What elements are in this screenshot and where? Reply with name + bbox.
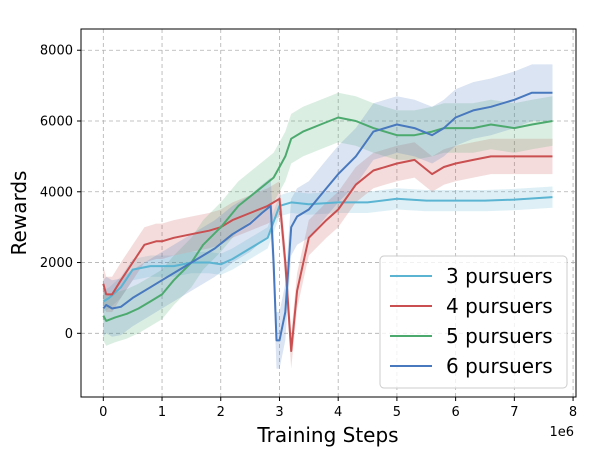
series-line (102, 155, 553, 352)
legend-label: 3 pursuers (446, 264, 553, 288)
confidence-band (103, 64, 553, 369)
y-tick-label: 4000 (40, 185, 73, 200)
x-tick-label: 1 (158, 405, 166, 420)
y-axis-label: Rewards (7, 171, 31, 256)
series-lines (102, 91, 553, 352)
x-tick-label: 7 (510, 405, 518, 420)
confidence-band (103, 92, 553, 346)
x-tick-label: 8 (569, 405, 577, 420)
x-tick-label: 3 (275, 405, 283, 420)
x-tick-label: 2 (217, 405, 225, 420)
y-tick-label: 6000 (40, 115, 73, 130)
x-scale-label: 1e6 (549, 425, 574, 440)
x-tick-label: 0 (99, 405, 107, 420)
x-tick-label: 5 (393, 405, 401, 420)
legend-label: 5 pursuers (446, 324, 553, 348)
y-tick-label: 8000 (40, 44, 73, 59)
ticks: 0 1 2 3 4 5 6 7 8 0 2000 4000 6000 8000 (40, 44, 577, 420)
x-tick-label: 6 (451, 405, 459, 420)
series-line (102, 91, 553, 342)
legend-label: 6 pursuers (446, 354, 553, 378)
plot-frame (80, 28, 577, 398)
y-tick-label: 2000 (40, 256, 73, 271)
y-tick-label: 0 (65, 327, 73, 342)
legend: 3 pursuers 4 pursuers 5 pursuers 6 pursuers (379, 255, 568, 389)
series-line (102, 196, 553, 303)
x-tick-label: 4 (334, 405, 342, 420)
legend-box (379, 255, 568, 389)
series-line (102, 116, 553, 322)
legend-label: 4 pursuers (446, 294, 553, 318)
grid (81, 29, 576, 397)
x-axis-label: Training Steps (256, 423, 398, 447)
confidence-band (103, 138, 553, 369)
